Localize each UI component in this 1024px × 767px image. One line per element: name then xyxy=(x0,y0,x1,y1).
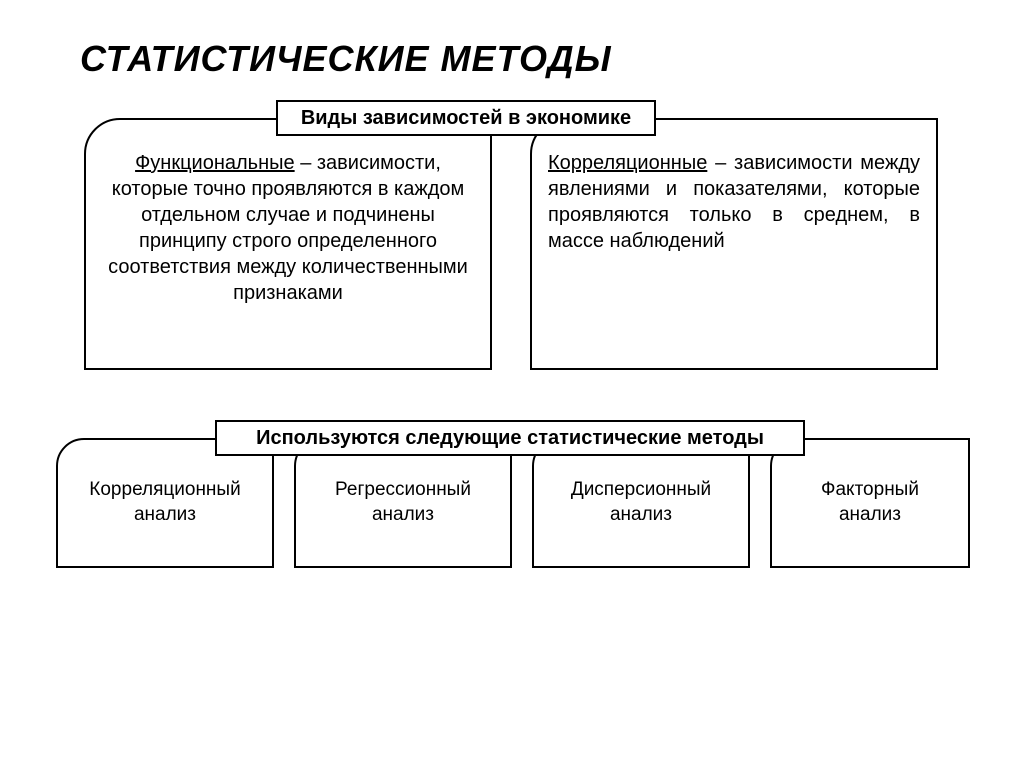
dependency-card-functional: Функциональные – зависимости, которые то… xyxy=(84,118,492,370)
method-card-factor: Факторный анализ xyxy=(770,438,970,568)
card2-lead: Корреляционные xyxy=(548,152,707,174)
method-label: Корреляционный анализ xyxy=(74,478,256,527)
method-card-dispersion: Дисперсионный анализ xyxy=(532,438,750,568)
method-card-correlation: Корреляционный анализ xyxy=(56,438,274,568)
dependency-card-correlational: Корреляционные – зависимости между явлен… xyxy=(530,118,938,370)
section-header-methods: Используются следующие статистические ме… xyxy=(215,420,805,456)
card1-text: Функциональные – зависимости, которые то… xyxy=(102,150,474,306)
method-label: Факторный анализ xyxy=(788,478,952,527)
card1-rest: – зависимости, которые точно проявляются… xyxy=(108,152,468,304)
card2-text: Корреляционные – зависимости между явлен… xyxy=(548,150,920,254)
card1-lead: Функциональные xyxy=(135,152,295,174)
page-title: СТАТИСТИЧЕСКИЕ МЕТОДЫ xyxy=(80,38,612,80)
method-card-regression: Регрессионный анализ xyxy=(294,438,512,568)
method-label: Регрессионный анализ xyxy=(312,478,494,527)
method-label: Дисперсионный анализ xyxy=(550,478,732,527)
section-header-dependencies: Виды зависимостей в экономике xyxy=(276,100,656,136)
